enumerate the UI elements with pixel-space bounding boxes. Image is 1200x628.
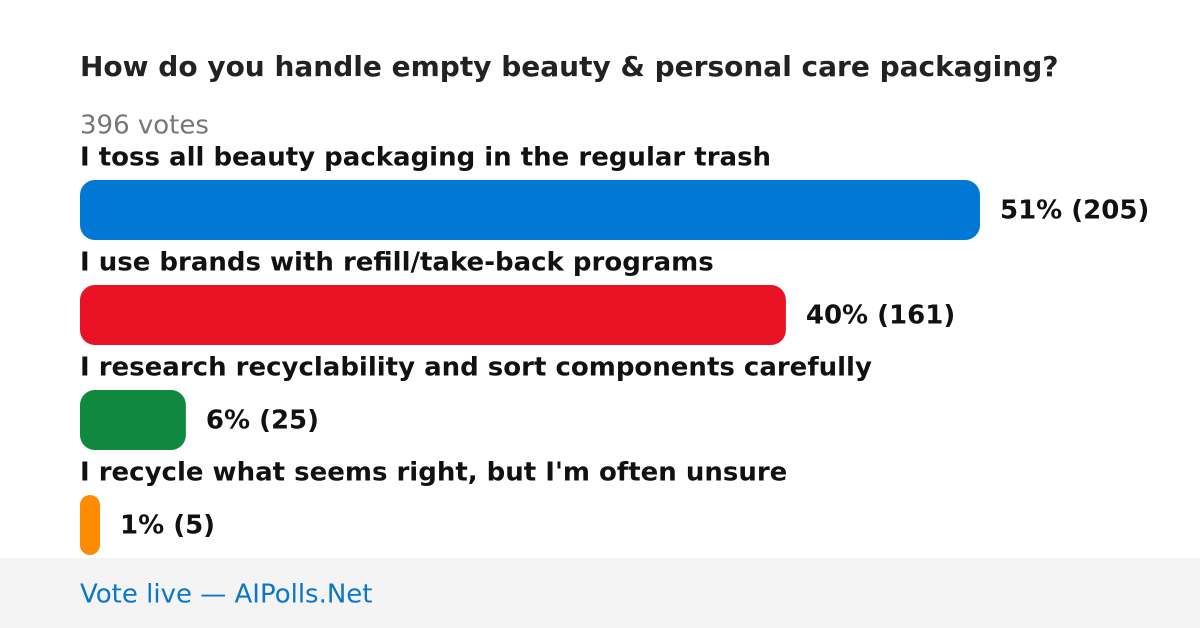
value-label: 51% (205) bbox=[1000, 196, 1149, 226]
bar bbox=[80, 285, 786, 345]
bar bbox=[80, 180, 980, 240]
chart-title: How do you handle empty beauty & persona… bbox=[80, 50, 1059, 83]
option-label: I recycle what seems right, but I'm ofte… bbox=[80, 458, 787, 488]
option-label: I toss all beauty packaging in the regul… bbox=[80, 143, 771, 173]
footer-bg bbox=[0, 558, 1200, 628]
value-label: 40% (161) bbox=[806, 301, 955, 331]
footer-link[interactable]: Vote live — AIPolls.Net bbox=[80, 580, 373, 610]
vote-count: 396 votes bbox=[80, 111, 209, 141]
value-label: 6% (25) bbox=[206, 406, 319, 436]
value-label: 1% (5) bbox=[120, 511, 215, 541]
option-label: I research recyclability and sort compon… bbox=[80, 353, 872, 383]
bar bbox=[80, 495, 100, 555]
bar bbox=[80, 390, 186, 450]
option-label: I use brands with refill/take-back progr… bbox=[80, 248, 714, 278]
